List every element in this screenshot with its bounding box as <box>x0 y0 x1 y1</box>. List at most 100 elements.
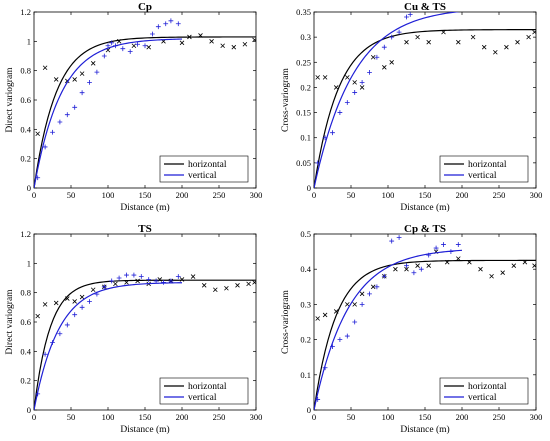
data-point-horizontal <box>209 39 214 44</box>
data-point-horizontal <box>389 60 394 65</box>
data-point-horizontal <box>426 263 431 268</box>
data-point-vertical <box>79 90 85 96</box>
data-point-horizontal <box>456 39 461 45</box>
y-tick-label: 0.05 <box>296 158 311 168</box>
data-point-vertical <box>381 273 387 279</box>
x-tick-label: 0 <box>312 190 316 200</box>
y-tick-label: 0 <box>307 405 311 415</box>
data-point-horizontal <box>201 283 207 288</box>
data-point-horizontal <box>252 280 256 285</box>
x-tick-label: 200 <box>456 190 469 200</box>
data-point-horizontal <box>470 34 476 40</box>
data-point-horizontal <box>179 277 185 282</box>
data-point-vertical <box>455 242 461 247</box>
data-point-horizontal <box>426 39 431 45</box>
x-tick-label: 100 <box>382 190 395 200</box>
data-point-horizontal <box>187 34 192 40</box>
data-point-vertical <box>389 238 395 244</box>
data-point-horizontal <box>113 281 118 287</box>
data-point-horizontal <box>42 65 48 71</box>
data-point-vertical <box>153 278 159 284</box>
y-tick-label: 0.8 <box>20 288 31 298</box>
model-curve-horizontal <box>314 29 536 188</box>
data-point-vertical <box>330 344 335 350</box>
data-point-vertical <box>411 270 417 276</box>
data-point-vertical <box>359 302 365 307</box>
x-tick-label: 150 <box>139 412 152 422</box>
data-point-vertical <box>35 175 41 181</box>
panel-title: TS <box>138 223 151 235</box>
data-point-vertical <box>168 18 174 24</box>
y-axis-label: Direct variogram <box>5 289 15 355</box>
data-point-vertical <box>175 21 181 27</box>
data-point-vertical <box>322 135 328 141</box>
y-tick-label: 0.6 <box>20 95 31 105</box>
data-point-vertical <box>131 272 137 278</box>
data-point-horizontal <box>35 131 40 137</box>
x-tick-label: 50 <box>347 190 356 200</box>
x-tick-label: 300 <box>250 190 263 200</box>
legend-label-vertical: vertical <box>468 393 497 403</box>
data-point-horizontal <box>493 49 498 55</box>
data-point-horizontal <box>370 284 376 290</box>
data-point-horizontal <box>532 29 536 35</box>
data-point-vertical <box>101 284 107 290</box>
data-point-horizontal <box>526 34 531 40</box>
data-point-horizontal <box>444 259 450 265</box>
data-point-vertical <box>441 242 446 247</box>
data-point-vertical <box>109 40 115 46</box>
y-tick-label: 1 <box>27 36 31 46</box>
data-point-vertical <box>168 278 174 284</box>
data-point-vertical <box>64 322 70 328</box>
y-tick-label: 0 <box>27 183 31 193</box>
y-axis-label: Cross-variogram <box>281 67 291 131</box>
data-point-vertical <box>161 280 166 285</box>
data-point-horizontal <box>522 259 528 265</box>
data-point-vertical <box>367 69 372 75</box>
data-point-vertical <box>396 235 402 240</box>
x-tick-label: 250 <box>213 190 226 200</box>
data-point-horizontal <box>333 85 339 90</box>
data-point-vertical <box>101 53 107 59</box>
y-tick-label: 0.2 <box>20 376 31 386</box>
plot-data <box>34 272 256 410</box>
data-point-horizontal <box>489 273 494 279</box>
y-tick-label: 0.15 <box>296 108 311 118</box>
model-curve-vertical <box>34 282 183 410</box>
data-point-vertical <box>163 21 169 27</box>
y-tick-label: 0 <box>307 183 311 193</box>
y-tick-label: 0.3 <box>300 32 311 42</box>
data-point-vertical <box>404 263 409 269</box>
data-point-horizontal <box>504 44 509 50</box>
data-point-horizontal <box>72 299 77 304</box>
y-tick-label: 1.2 <box>20 229 31 239</box>
y-tick-label: 0.4 <box>300 264 311 274</box>
data-point-vertical <box>359 80 365 85</box>
data-point-vertical <box>330 130 335 136</box>
data-point-horizontal <box>53 77 59 82</box>
x-tick-label: 150 <box>419 190 432 200</box>
panel-ts: TS 0 50 100 150 200 250 300 0 0.2 0.4 0.6 0.8 1 1.2 Dis… <box>5 223 262 435</box>
data-point-vertical <box>389 34 395 40</box>
data-point-horizontal <box>90 287 96 293</box>
data-point-horizontal <box>345 75 350 80</box>
model-curve-horizontal <box>34 279 256 410</box>
y-tick-label: 0.8 <box>20 66 31 76</box>
data-point-vertical <box>146 277 152 282</box>
data-point-horizontal <box>90 61 96 66</box>
panel-title: Cu & TS <box>404 1 446 13</box>
model-curve-horizontal <box>314 259 536 410</box>
data-point-vertical <box>344 333 350 339</box>
model-curve-horizontal <box>34 36 256 188</box>
data-point-horizontal <box>315 316 320 321</box>
data-point-vertical <box>337 337 343 342</box>
data-point-horizontal <box>198 33 203 38</box>
y-axis-label: Cross-variogram <box>281 289 291 353</box>
x-tick-label: 0 <box>312 412 316 422</box>
data-point-horizontal <box>179 40 185 46</box>
y-tick-label: 0.2 <box>300 82 311 92</box>
data-point-vertical <box>448 249 454 254</box>
data-point-horizontal <box>359 85 365 90</box>
data-point-vertical <box>337 110 343 115</box>
